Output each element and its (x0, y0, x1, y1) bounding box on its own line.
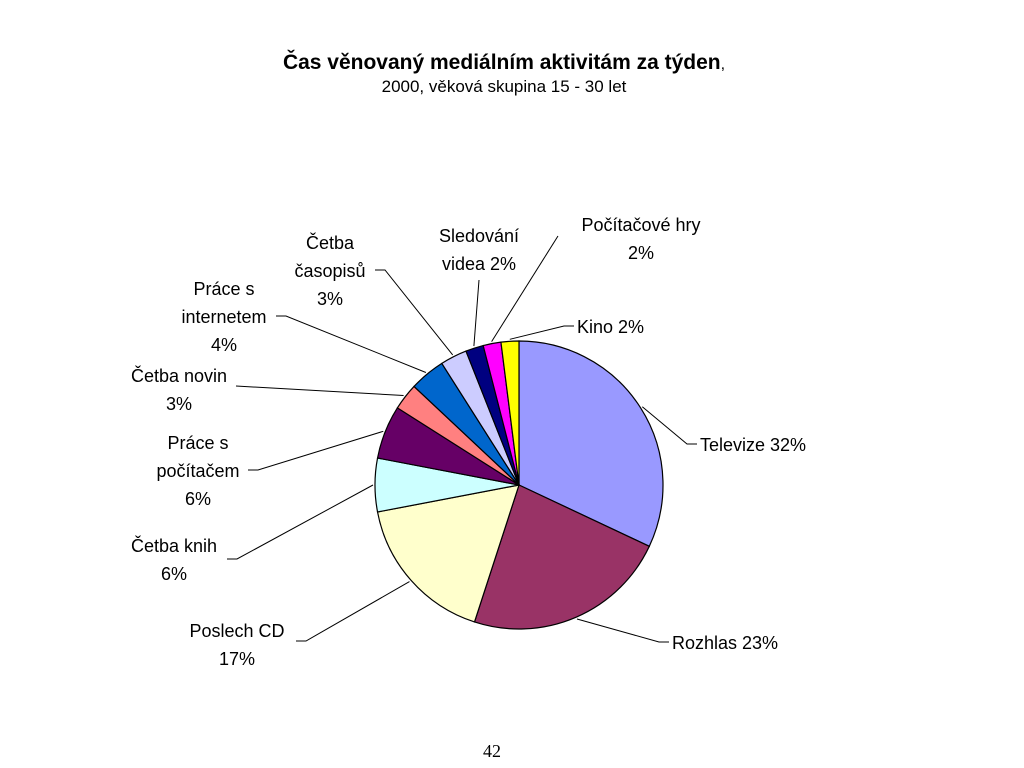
leader-line-cetba-casopisu (375, 269, 454, 356)
slice-label-line: Sledování (439, 226, 519, 246)
leader-line-poslech-cd (296, 581, 410, 642)
slice-labels: Televize 32% Rozhlas 23% Poslech CD 17% Četb… (131, 215, 806, 669)
slice-label-line: 6% (185, 489, 211, 509)
slice-label-line: 2% (628, 243, 654, 263)
leader-line-pocitacove-hry (491, 235, 559, 342)
slice-label-line: Rozhlas 23% (672, 633, 778, 653)
slice-label-line: Poslech CD (189, 621, 284, 641)
slice-label-rozhlas: Rozhlas 23% (672, 633, 778, 653)
slice-label-kino: Kino 2% (577, 317, 644, 337)
slice-label-cetba-novin: Četba novin 3% (131, 365, 227, 414)
slice-label-televize: Televize 32% (700, 435, 806, 455)
slice-label-cetba-casopisu: Četba časopisů 3% (294, 232, 365, 309)
slice-label-line: 6% (161, 564, 187, 584)
slice-label-line: počítačem (156, 461, 239, 481)
slice-label-line: Práce s (193, 279, 254, 299)
slice-label-poslech-cd: Poslech CD 17% (189, 621, 284, 669)
leader-line-cetba-novin (235, 385, 404, 396)
chart-title-line: Čas věnovaný mediálním aktivitám za týde… (0, 50, 1008, 76)
slice-label-line: 17% (219, 649, 255, 669)
slice-label-line: 3% (317, 289, 343, 309)
slice-label-line: internetem (181, 307, 266, 327)
leader-line-sledovani-videa (473, 279, 480, 347)
leader-line-televize (641, 406, 697, 445)
slice-label-line: Práce s (167, 433, 228, 453)
slice-label-line: 4% (211, 335, 237, 355)
slice-label-line: Počítačové hry (581, 215, 700, 235)
leader-line-kino (509, 325, 574, 340)
pie-slice-poslech-cd (376, 484, 520, 623)
slice-label-pocitacove-hry: Počítačové hry 2% (581, 215, 700, 263)
slice-label-line: Televize 32% (700, 435, 806, 455)
slice-label-line: Četba novin (131, 365, 227, 386)
slice-label-cetba-knih: Četba knih 6% (131, 535, 217, 584)
slice-label-line: 3% (166, 394, 192, 414)
slice-label-sledovani-videa: Sledování videa 2% (439, 226, 519, 274)
slice-label-line: videa 2% (442, 254, 516, 274)
pie-slice-televize (518, 340, 664, 548)
slice-label-prace-s-internetem: Práce s internetem 4% (181, 279, 266, 355)
leader-line-cetba-knih (227, 484, 374, 560)
pie-slice-rozhlas (473, 484, 651, 630)
slice-label-line: Četba (306, 232, 355, 253)
slice-label-line: Četba knih (131, 535, 217, 556)
slice-label-prace-s-pocitacem: Práce s počítačem 6% (156, 433, 239, 509)
leader-line-rozhlas (576, 618, 669, 643)
leader-line-prace-s-internetem (276, 315, 427, 373)
pie-slices (374, 340, 664, 630)
slice-label-line: Kino 2% (577, 317, 644, 337)
leader-lines (227, 235, 697, 643)
chart-title: Čas věnovaný mediálním aktivitám za týde… (282, 51, 721, 74)
pie-slice-kino (500, 340, 520, 486)
leader-line-prace-s-pocitacem (248, 430, 384, 471)
title-block: Čas věnovaný mediálním aktivitám za týde… (0, 50, 1008, 98)
page-number: 42 (483, 741, 501, 761)
slice-label-line: časopisů (294, 261, 365, 281)
chart-title-suffix: , (720, 56, 726, 73)
chart-subtitle: 2000, věková skupina 15 - 30 let (381, 77, 627, 96)
